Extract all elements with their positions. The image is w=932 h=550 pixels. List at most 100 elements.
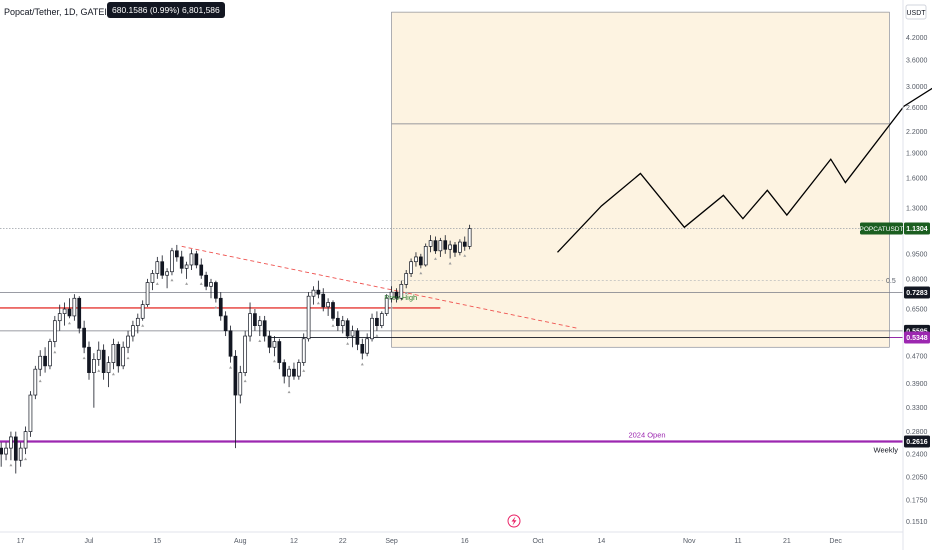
candle-body: [360, 344, 365, 354]
candle-body: [282, 362, 287, 377]
candle-body: [155, 261, 160, 274]
candle-marker: [258, 339, 262, 343]
symbol-tag-bg: [860, 222, 903, 235]
candle-marker: [38, 379, 42, 383]
x-tick-label: 11: [734, 538, 741, 545]
candle-body: [145, 282, 150, 305]
candle: [87, 341, 91, 380]
candle: [311, 286, 316, 305]
candle: [340, 315, 345, 334]
candle-body: [48, 341, 52, 367]
x-tick-label: 17: [17, 538, 25, 545]
prev-high-label: Prev High: [384, 293, 417, 302]
candle: [92, 353, 96, 408]
candle: [106, 356, 111, 388]
candle: [375, 311, 379, 337]
x-tick-label: 16: [461, 538, 469, 545]
candle-body: [301, 338, 306, 363]
candle-body: [443, 240, 448, 250]
candle-body: [174, 250, 179, 258]
candle: [370, 313, 374, 342]
candle: [287, 365, 291, 394]
candle: [228, 325, 233, 369]
candle-body: [9, 436, 13, 449]
candle: [331, 300, 335, 327]
candle: [204, 271, 208, 291]
candle-body: [453, 244, 457, 253]
candle: [23, 426, 28, 461]
y-tick-label: 2.2000: [906, 129, 928, 136]
candle-body: [394, 291, 399, 299]
candle: [4, 442, 8, 461]
x-tick-label: 21: [783, 538, 791, 545]
candle: [223, 311, 228, 337]
candle-marker: [126, 356, 130, 360]
candle-marker: [346, 342, 350, 345]
candle-body: [165, 271, 169, 276]
y-tick-label: 0.6500: [906, 307, 928, 314]
candle-body: [87, 346, 91, 373]
candle: [399, 280, 404, 301]
y-tick-label: 0.8000: [906, 276, 928, 283]
fib-half-label: 0.5: [886, 278, 896, 285]
candle-body: [82, 327, 86, 348]
candle-body: [306, 295, 311, 340]
candle: [170, 247, 174, 282]
price-tag-label: 1.1304: [906, 226, 928, 233]
candle-body: [326, 302, 330, 308]
candle-body: [257, 320, 262, 326]
candle-body: [311, 289, 316, 297]
candle-body: [433, 240, 438, 252]
candle: [57, 304, 62, 331]
candle: [150, 270, 155, 291]
candle-body: [72, 297, 77, 317]
candle-body: [92, 359, 96, 373]
candle: [394, 288, 399, 303]
candle: [218, 292, 223, 321]
y-tick-label: 0.2400: [906, 452, 928, 459]
candle-body: [423, 246, 428, 266]
candle: [179, 250, 184, 274]
candle: [184, 261, 189, 285]
candle-body: [223, 315, 228, 332]
candle: [214, 280, 218, 309]
candle-body: [116, 344, 121, 367]
candle-body: [292, 368, 296, 377]
y-tick-label: 1.9000: [906, 150, 928, 157]
fib-box-layer: [391, 11, 890, 348]
x-tick-label: Aug: [234, 538, 247, 545]
candle-body: [277, 341, 282, 363]
candle: [111, 338, 116, 376]
candle-body: [67, 308, 72, 317]
candle-body: [228, 330, 233, 357]
candle-body: [340, 320, 345, 326]
price-tag: 0.7283: [904, 286, 930, 299]
price-axis[interactable]: 4.2000 3.6000 3.0000 2.6000 2.2000 1.9000 1.60…: [860, 35, 930, 526]
currency-box[interactable]: [905, 4, 927, 20]
candle: [389, 286, 394, 309]
candle: [165, 268, 169, 289]
candle-body: [52, 320, 57, 342]
candle: [194, 250, 199, 269]
candle: [409, 258, 413, 278]
x-tick-label: Sep: [385, 538, 398, 545]
open-2024-label: 2024 Open: [628, 431, 665, 440]
candle: [301, 333, 306, 372]
candle-body: [140, 304, 145, 319]
candle-body: [0, 447, 4, 455]
y-tick-label: 1.6000: [906, 175, 928, 182]
candle-body: [262, 320, 267, 337]
candle: [296, 359, 301, 380]
candle-body: [77, 297, 82, 329]
candle: [13, 431, 18, 474]
candle: [243, 330, 248, 383]
time-axis[interactable]: 17 Jul 15 Aug 12 22 Sep 16 Oct 14 Nov 11 21 Dec: [17, 538, 843, 545]
x-tick-label: Nov: [683, 538, 696, 545]
candle-body: [438, 240, 443, 252]
lightning-icon[interactable]: [507, 514, 521, 528]
candle-body: [248, 313, 252, 337]
candle: [131, 320, 135, 342]
candle-body: [370, 317, 374, 340]
